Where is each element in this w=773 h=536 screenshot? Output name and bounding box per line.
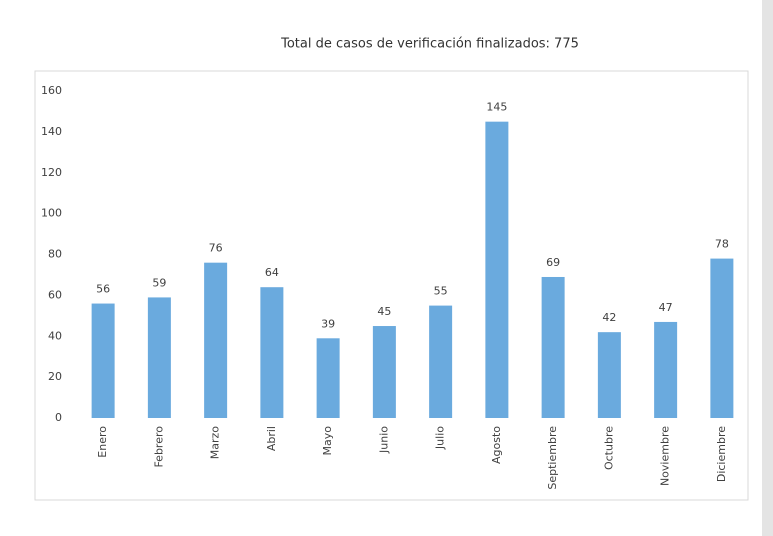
x-tick-label: Octubre [602, 426, 615, 470]
bar [147, 297, 171, 418]
data-label: 39 [321, 317, 335, 330]
data-label: 76 [209, 242, 223, 255]
x-tick-label: Noviembre [659, 426, 672, 486]
y-tick-label: 20 [48, 370, 62, 383]
bar [597, 332, 621, 418]
plot-frame [34, 70, 749, 501]
data-label: 42 [602, 311, 616, 324]
y-tick-label: 160 [41, 84, 62, 97]
bar [372, 326, 396, 418]
x-tick-label: Mayo [321, 426, 334, 456]
bar [260, 287, 284, 418]
x-tick-label: Agosto [490, 426, 503, 464]
data-label: 56 [96, 283, 110, 296]
chart-title: Total de casos de verificación finalizad… [280, 37, 579, 52]
y-tick-label: 40 [48, 329, 62, 342]
bar [710, 258, 734, 418]
x-tick-label: Marzo [209, 426, 222, 460]
data-label: 64 [265, 266, 279, 279]
data-label: 145 [486, 101, 507, 114]
bar [541, 276, 565, 418]
data-label: 78 [715, 238, 729, 251]
bar [91, 303, 115, 418]
y-tick-label: 0 [55, 411, 62, 424]
y-tick-label: 120 [41, 166, 62, 179]
x-tick-label: Septiembre [546, 426, 559, 490]
x-tick-label: Enero [96, 426, 109, 458]
y-tick-label: 100 [41, 207, 62, 220]
x-tick-label: Junio [377, 426, 390, 454]
data-label: 59 [152, 276, 166, 289]
bar [204, 262, 228, 418]
y-tick-label: 80 [48, 248, 62, 261]
y-tick-label: 60 [48, 288, 62, 301]
x-tick-label: Abril [265, 426, 278, 451]
data-label: 45 [377, 305, 391, 318]
bar [654, 321, 678, 418]
data-label: 69 [546, 256, 560, 269]
x-tick-label: Diciembre [715, 426, 728, 482]
x-tick-label: Julio [434, 426, 447, 450]
bar [316, 338, 340, 418]
bar [485, 121, 509, 418]
data-label: 55 [434, 285, 448, 298]
data-label: 47 [659, 301, 673, 314]
bar [429, 305, 453, 418]
y-tick-label: 140 [41, 125, 62, 138]
x-tick-label: Febrero [152, 426, 165, 468]
